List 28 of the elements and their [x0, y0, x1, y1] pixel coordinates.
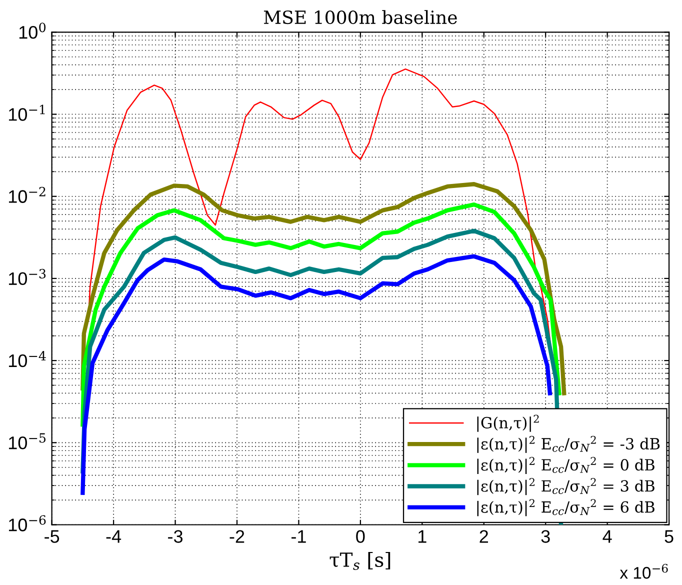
x-tick-label: -2: [230, 530, 244, 543]
y-tick-label: 10$^{−2}$: [8, 186, 46, 203]
line-series: [80, 182, 566, 396]
legend-label: |ε(n,τ)|$^{2}$ E$_{cc}$/σ$_{N}$$^{2}$ = -3 dB: [477, 436, 660, 453]
x-tick-label: -1: [291, 530, 306, 543]
x-tick-label: 3: [541, 530, 550, 543]
line-series: [80, 254, 552, 495]
x-tick-label: 2: [480, 530, 488, 543]
y-tick-label: 10$^{−4}$: [8, 351, 46, 368]
y-tick-label: 10$^{0}$: [19, 22, 46, 39]
y-tick-label: 10$^{−6}$: [8, 515, 46, 532]
legend-label: |ε(n,τ)|$^{2}$ E$_{cc}$/σ$_{N}$$^{2}$ = 0 dB: [477, 456, 654, 474]
x-axis-title: τT$_{s}$ [s]: [330, 552, 390, 570]
x-tick-label: 0: [356, 530, 365, 543]
x-tick-label: -3: [168, 530, 183, 543]
legend-label: |G(n,τ)|$^{2}$: [477, 414, 539, 432]
text: x 10$^{−6}$: [620, 564, 668, 579]
legend-label: |ε(n,τ)|$^{2}$ E$_{cc}$/σ$_{N}$$^{2}$ = 6 dB: [477, 499, 654, 516]
legend-label: |ε(n,τ)|$^{2}$ E$_{cc}$/σ$_{N}$$^{2}$ = 3 dB: [477, 478, 654, 496]
x-tick-label: -5: [44, 530, 60, 543]
y-tick-label: 10$^{−3}$: [8, 268, 46, 286]
y-tick-label: 10$^{−5}$: [8, 433, 46, 450]
y-tick-label: 10$^{−1}$: [8, 104, 45, 121]
x-tick-label: -4: [106, 530, 122, 543]
x-tick-label: 5: [664, 530, 674, 543]
x-tick-label: 1: [418, 530, 426, 543]
chart-title: MSE 1000m baseline: [264, 10, 457, 24]
x-tick-label: 4: [602, 530, 612, 543]
